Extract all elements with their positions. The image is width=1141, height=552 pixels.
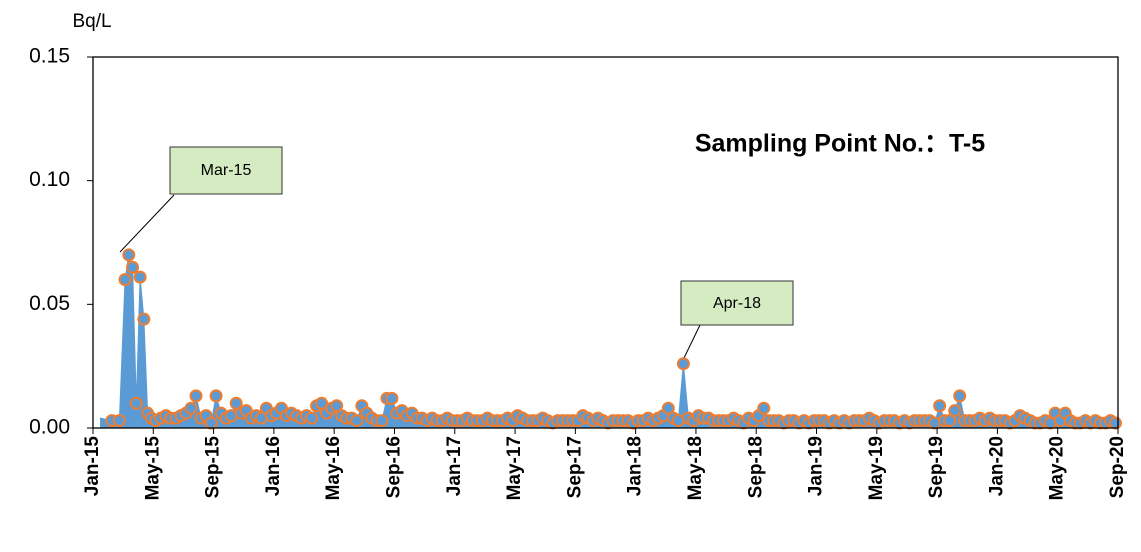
y-unit: Bq/L — [72, 11, 111, 32]
marker — [184, 401, 198, 415]
y-tick-label: 0.10 — [29, 168, 70, 191]
x-tick-label: Jan-16 — [263, 436, 284, 496]
marker — [137, 312, 151, 326]
callout-line — [119, 194, 175, 253]
marker — [122, 248, 136, 262]
marker — [953, 389, 967, 403]
marker — [118, 273, 132, 287]
marker — [112, 414, 126, 428]
y-tick-label: 0.00 — [29, 416, 70, 439]
marker — [1108, 416, 1122, 430]
marker — [204, 416, 218, 430]
x-tick-label: Jan-19 — [806, 436, 827, 496]
x-tick-label: Jan-20 — [986, 436, 1007, 496]
x-tick-label: May-20 — [1047, 436, 1068, 500]
marker — [943, 414, 957, 428]
y-tick-label: 0.15 — [29, 45, 70, 68]
marker — [126, 260, 140, 274]
marker — [209, 389, 223, 403]
marker — [129, 396, 143, 410]
marker — [676, 357, 690, 371]
marker — [933, 399, 947, 413]
marker — [229, 396, 243, 410]
marker — [133, 270, 147, 284]
x-tick-label: Sep-20 — [1107, 436, 1128, 498]
marker — [375, 414, 389, 428]
x-tick-label: May-19 — [866, 436, 887, 500]
x-tick-label: Jan-15 — [82, 436, 103, 497]
callout-text: Mar-15 — [201, 162, 252, 179]
area — [100, 254, 1116, 429]
marker — [330, 399, 344, 413]
x-tick-label: May-18 — [685, 436, 706, 500]
x-tick-label: Jan-17 — [444, 436, 465, 496]
marker — [189, 389, 203, 403]
marker — [661, 401, 675, 415]
x-tick-label: May-16 — [323, 436, 344, 500]
callout-line — [683, 324, 701, 359]
callout-text: Apr-18 — [713, 295, 761, 312]
x-tick-label: Sep-15 — [203, 436, 224, 499]
x-tick-label: Sep-16 — [383, 436, 404, 498]
marker — [315, 396, 329, 410]
x-tick-label: May-15 — [142, 436, 163, 501]
plot — [100, 248, 1122, 430]
x-tick-label: May-17 — [504, 436, 525, 500]
y-tick-label: 0.05 — [29, 292, 70, 315]
x-tick-label: Jan-18 — [625, 436, 646, 496]
marker — [948, 404, 962, 418]
callout-box — [169, 146, 283, 195]
marker — [350, 414, 364, 428]
marker — [757, 401, 771, 415]
plot-frame — [92, 56, 1119, 429]
chart-title: Sampling Point No.：T-5 — [695, 130, 985, 158]
marker — [305, 411, 319, 425]
marker — [385, 391, 399, 405]
x-tick-label: Sep-17 — [564, 436, 585, 498]
x-tick-label: Sep-18 — [745, 436, 766, 498]
x-tick-label: Sep-19 — [926, 436, 947, 498]
callout-box — [680, 280, 794, 326]
